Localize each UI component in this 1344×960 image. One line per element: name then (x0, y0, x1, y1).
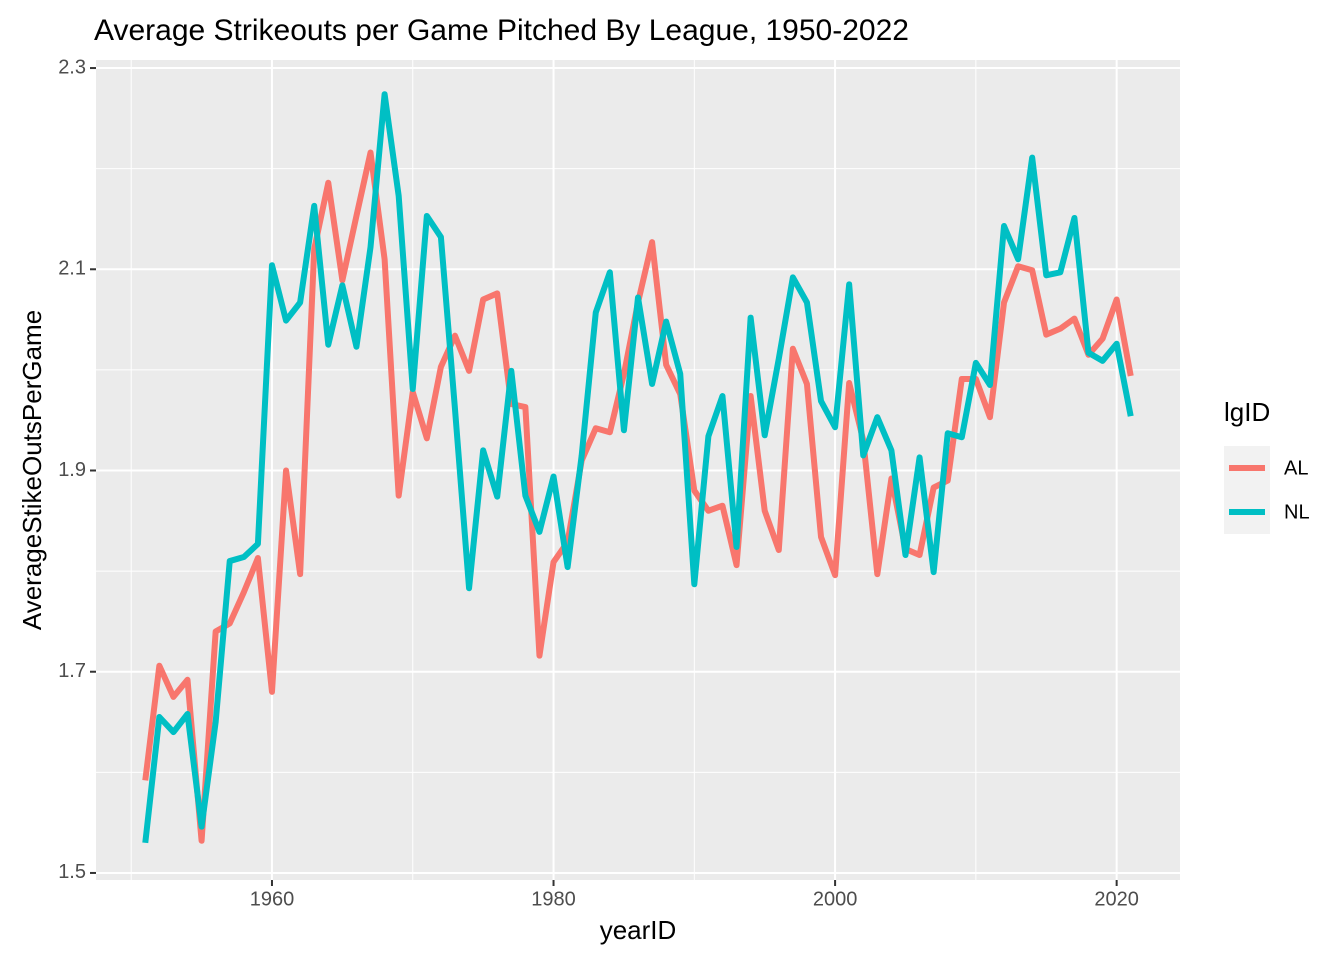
legend: lgID AL NL (1224, 397, 1310, 534)
y-tick-label: 1.5 (58, 861, 86, 883)
legend-label: NL (1284, 501, 1310, 523)
x-tick-label: 2020 (1094, 888, 1139, 910)
plot-panel (96, 60, 1180, 880)
legend-title: lgID (1224, 397, 1270, 427)
y-tick-label: 2.3 (58, 56, 86, 78)
data-line (142, 91, 1134, 844)
legend-label: AL (1284, 457, 1308, 479)
x-axis-title: yearID (600, 915, 677, 945)
x-tick-label: 1960 (250, 888, 295, 910)
y-tick-label: 2.1 (58, 258, 86, 280)
x-tick-label: 1980 (531, 888, 576, 910)
y-tick-label: 1.7 (58, 660, 86, 682)
y-axis-title: AverageStikeOutsPerGame (17, 310, 47, 630)
y-tick-label: 1.9 (58, 459, 86, 481)
x-tick-label: 2000 (813, 888, 858, 910)
chart-title: Average Strikeouts per Game Pitched By L… (94, 14, 909, 47)
